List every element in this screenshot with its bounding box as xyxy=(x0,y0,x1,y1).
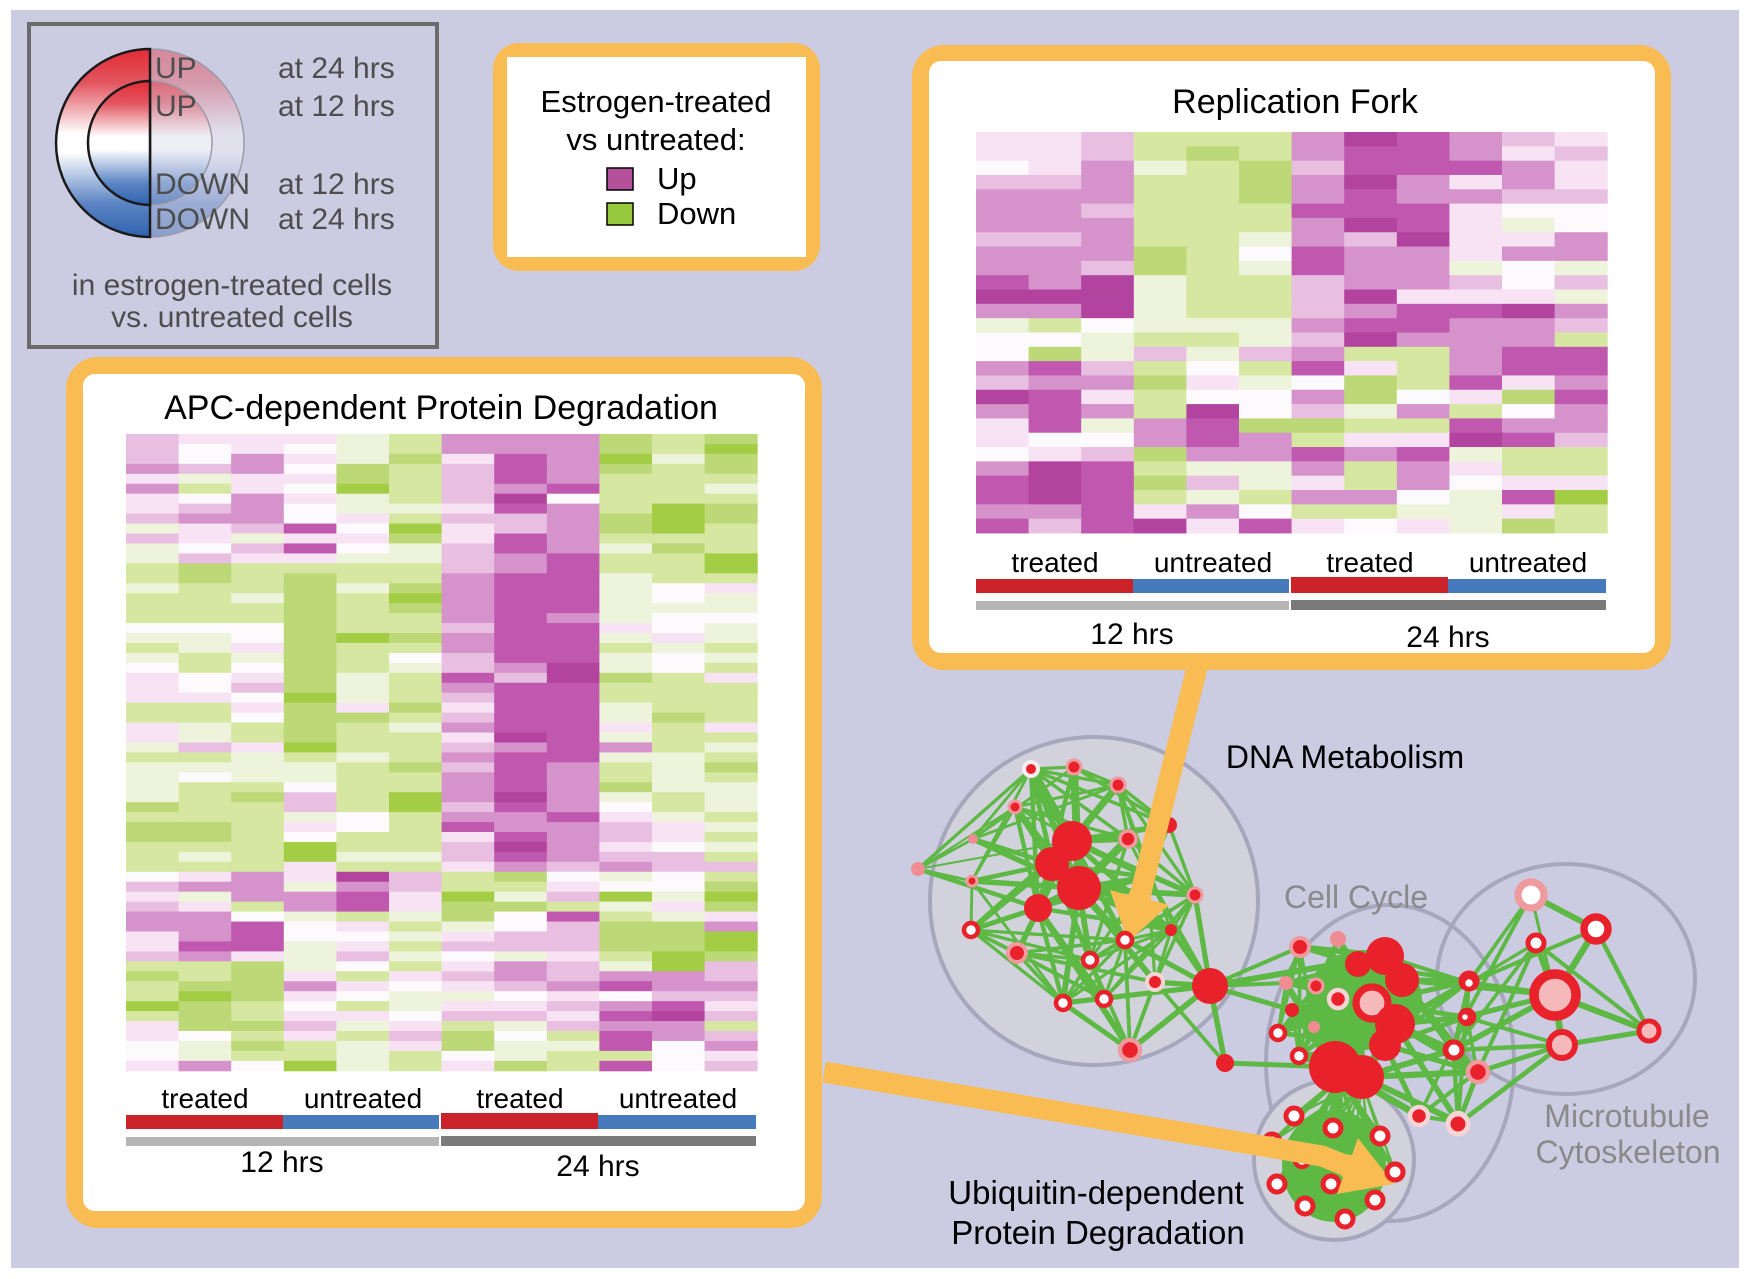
svg-text:untreated: untreated xyxy=(619,1083,737,1114)
svg-text:Estrogen-treated: Estrogen-treated xyxy=(541,84,772,119)
svg-text:12 hrs: 12 hrs xyxy=(1090,618,1173,651)
svg-text:Cytoskeleton: Cytoskeleton xyxy=(1536,1134,1721,1170)
svg-text:at 24 hrs: at 24 hrs xyxy=(278,52,395,85)
svg-text:untreated: untreated xyxy=(1154,547,1272,578)
svg-text:DOWN: DOWN xyxy=(155,203,250,236)
svg-text:Replication Fork: Replication Fork xyxy=(1172,83,1419,121)
svg-text:untreated: untreated xyxy=(1469,547,1587,578)
svg-text:untreated: untreated xyxy=(304,1083,422,1114)
svg-text:Ubiquitin-dependent: Ubiquitin-dependent xyxy=(948,1174,1243,1211)
svg-text:in estrogen-treated cells: in estrogen-treated cells xyxy=(72,269,392,302)
svg-text:UP: UP xyxy=(155,52,197,85)
svg-text:Protein Degradation: Protein Degradation xyxy=(951,1214,1245,1251)
svg-text:at 12 hrs: at 12 hrs xyxy=(278,168,395,201)
svg-text:Microtubule: Microtubule xyxy=(1544,1098,1709,1134)
svg-text:UP: UP xyxy=(155,90,197,123)
svg-text:treated: treated xyxy=(1011,547,1098,578)
svg-text:APC-dependent Protein Degradat: APC-dependent Protein Degradation xyxy=(164,389,718,427)
svg-text:Cell Cycle: Cell Cycle xyxy=(1284,879,1428,915)
svg-text:DOWN: DOWN xyxy=(155,168,250,201)
svg-text:24 hrs: 24 hrs xyxy=(1406,621,1489,654)
svg-text:at 24 hrs: at 24 hrs xyxy=(278,203,395,236)
svg-text:vs untreated:: vs untreated: xyxy=(566,122,745,157)
svg-text:treated: treated xyxy=(476,1083,563,1114)
svg-text:Up: Up xyxy=(657,161,697,196)
svg-text:at 12 hrs: at 12 hrs xyxy=(278,90,395,123)
svg-text:treated: treated xyxy=(1326,547,1413,578)
svg-text:DNA Metabolism: DNA Metabolism xyxy=(1226,739,1464,775)
svg-text:treated: treated xyxy=(161,1083,248,1114)
svg-text:24 hrs: 24 hrs xyxy=(556,1150,639,1183)
svg-text:12 hrs: 12 hrs xyxy=(240,1146,323,1179)
svg-text:vs. untreated cells: vs. untreated cells xyxy=(111,301,353,334)
svg-text:Down: Down xyxy=(657,196,736,231)
